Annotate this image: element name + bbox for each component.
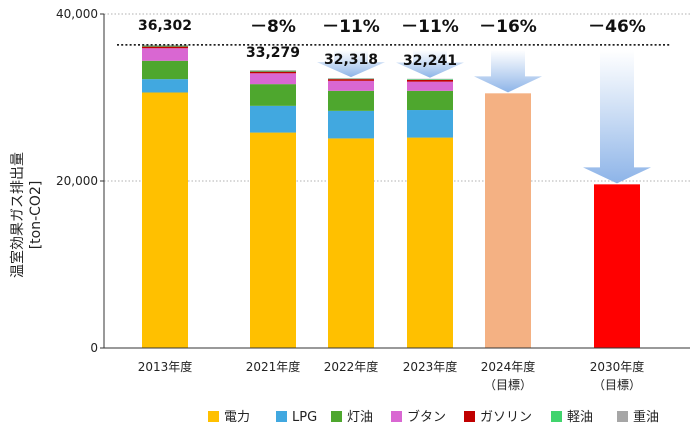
category-sublabel-5: （目標） [593,378,641,392]
bar-3-電力 [407,137,453,348]
category-label-3: 2023年度 [403,359,458,374]
bar-2-LPG [328,110,374,139]
total-label-0: 36,302 [138,18,192,34]
legend-label-LPG: LPG [292,410,317,425]
legend-label-電力: 電力 [224,410,250,425]
bar-3-軽油 [407,79,453,80]
bar-2-灯油 [328,90,374,111]
bar-3-重油 [407,78,453,80]
bar-3-灯油 [407,90,453,111]
y-axis-label-line-2: [ton-CO2] [28,181,44,250]
bar-0-電力 [142,92,188,349]
total-label-3: 32,241 [403,53,457,69]
target-bar-0 [485,93,531,348]
legend-swatch-ガソリン [464,411,475,422]
category-label-5: 2030年度 [590,359,645,374]
y-tick-label-2: 40,000 [56,7,98,21]
reduction-label-2: －11% [322,17,380,37]
axes [103,14,690,349]
y-tick-label-0: 0 [90,341,98,355]
bars [142,44,640,349]
category-sublabel-4: （目標） [484,378,532,392]
bar-2-ブタン [328,80,374,91]
legend-label-ガソリン: ガソリン [480,410,532,425]
bar-1-重油 [250,70,296,71]
bar-0-ガソリン [142,46,188,49]
value-labels: 36,302 33,279 32,318 32,241 －8% －11% －11% －16% －… [138,17,646,69]
y-axis-label-line-1: 温室効果ガス排出量 [9,152,26,278]
bar-3-ブタン [407,81,453,91]
legend-swatch-LPG [276,411,287,422]
bar-0-LPG [142,79,188,93]
bar-3-LPG [407,110,453,138]
y-axis-ticks: 0 20,000 40,000 [56,7,104,355]
bar-0-ブタン [142,48,188,61]
legend-swatch-軽油 [551,411,562,422]
reduction-arrow-3 [396,49,464,78]
reduction-label-4: －16% [479,17,537,37]
bar-1-電力 [250,132,296,348]
bar-1-LPG [250,105,296,133]
legend-swatch-灯油 [331,411,342,422]
legend-label-ブタン: ブタン [407,409,446,425]
legend-swatch-重油 [617,411,628,422]
bar-1-ブタン [250,73,296,85]
bar-2-重油 [328,78,374,79]
reduction-arrows [317,49,651,184]
bar-2-ガソリン [328,79,374,81]
legend-label-灯油: 灯油 [347,410,373,425]
legend-swatch-電力 [208,411,219,422]
bar-3-ガソリン [407,79,453,82]
total-label-1: 33,279 [246,45,300,61]
category-label-1: 2021年度 [246,359,301,374]
bar-0-灯油 [142,60,188,80]
y-axis-label: 温室効果ガス排出量 [ton-CO2] [9,152,44,278]
legend-label-軽油: 軽油 [567,410,593,425]
legend: 電力 LPG 灯油 ブタン ガソリン 軽油 重油 [208,409,659,425]
legend-label-重油: 重油 [633,409,659,425]
category-label-0: 2013年度 [138,359,193,374]
total-label-2: 32,318 [324,52,378,68]
y-tick-label-1: 20,000 [56,174,98,188]
x-axis-categories: 2013年度 2021年度 2022年度 2023年度 2024年度 （目標） 2030年度… [138,359,645,392]
bar-1-ガソリン [250,71,296,74]
reduction-label-3: －11% [401,17,459,37]
category-label-4: 2024年度 [481,359,536,374]
bar-1-軽油 [250,70,296,72]
legend-swatch-ブタン [391,411,402,422]
reduction-arrow-2 [317,49,385,78]
reduction-arrow-4 [474,49,542,93]
reduction-label-5: －46% [588,17,646,37]
bar-0-軽油 [142,45,188,47]
bar-1-灯油 [250,84,296,106]
reduction-arrow-5 [583,49,651,184]
reduction-label-1: －8% [250,17,296,37]
target-bar-1 [594,184,640,348]
category-label-2: 2022年度 [324,359,379,374]
bar-2-電力 [328,138,374,348]
